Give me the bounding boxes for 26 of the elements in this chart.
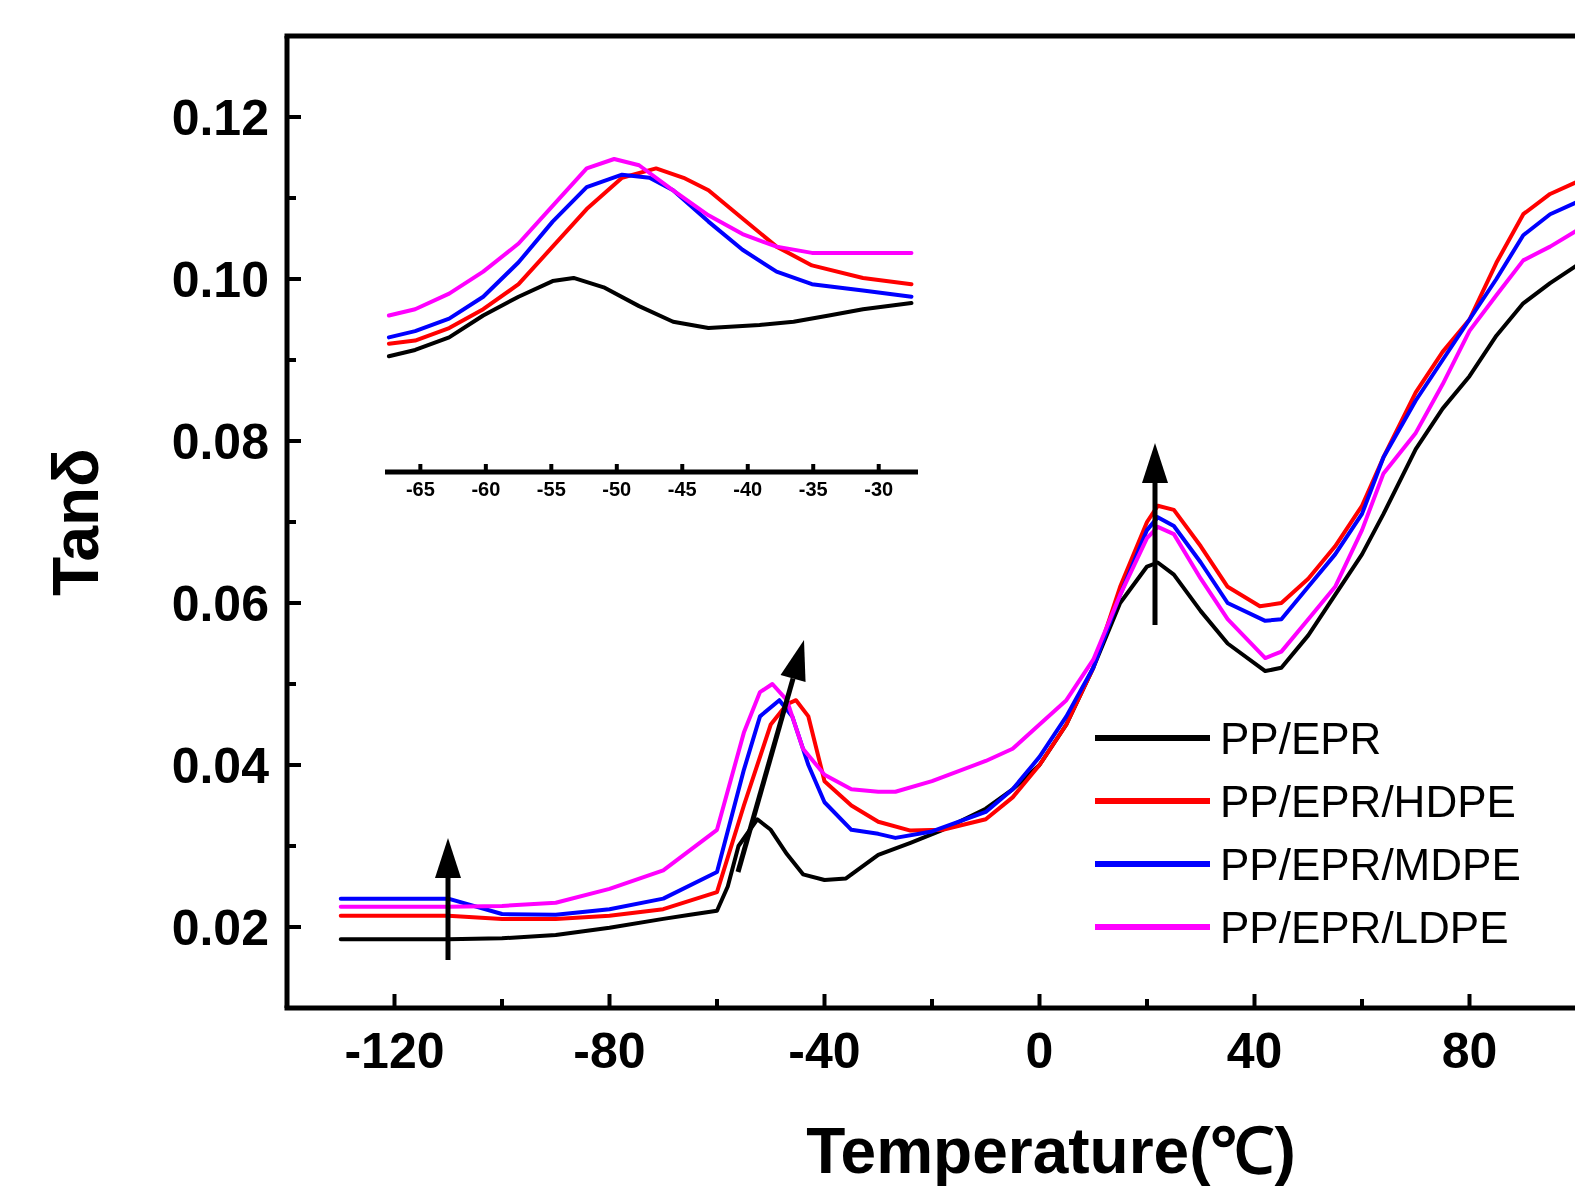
x-tick-label: -35 xyxy=(798,478,828,500)
x-tick-label: -120 xyxy=(344,1023,445,1079)
x-tick-label: -55 xyxy=(536,478,566,500)
y-tick-label: 0.06 xyxy=(171,576,269,632)
x-tick-label: -65 xyxy=(405,478,435,500)
x-tick-label: -60 xyxy=(471,478,501,500)
x-tick-label: -40 xyxy=(788,1023,861,1079)
x-tick-label: 80 xyxy=(1441,1023,1498,1079)
y-tick-label: 0.10 xyxy=(171,252,269,308)
y-tick-label: 0.04 xyxy=(171,738,270,794)
x-tick-label: -45 xyxy=(667,478,697,500)
y-tick-label: 0.12 xyxy=(171,90,269,146)
x-tick-label: -30 xyxy=(864,478,894,500)
y-tick-label: 0.02 xyxy=(171,900,269,956)
legend-label: PP/EPR/LDPE xyxy=(1220,902,1509,952)
x-tick-label: 0 xyxy=(1025,1023,1054,1079)
x-axis-title: Temperature(℃) xyxy=(806,1115,1296,1187)
legend-label: PP/EPR/HDPE xyxy=(1220,776,1516,826)
y-axis-title: Tanδ xyxy=(40,448,112,596)
legend-label: PP/EPR xyxy=(1220,713,1382,763)
y-tick-label: 0.08 xyxy=(171,414,269,470)
legend-label: PP/EPR/MDPE xyxy=(1220,839,1521,889)
x-tick-label: -50 xyxy=(602,478,632,500)
x-tick-label: -80 xyxy=(573,1023,646,1079)
x-tick-label: 40 xyxy=(1226,1023,1283,1079)
x-tick-label: -40 xyxy=(733,478,763,500)
